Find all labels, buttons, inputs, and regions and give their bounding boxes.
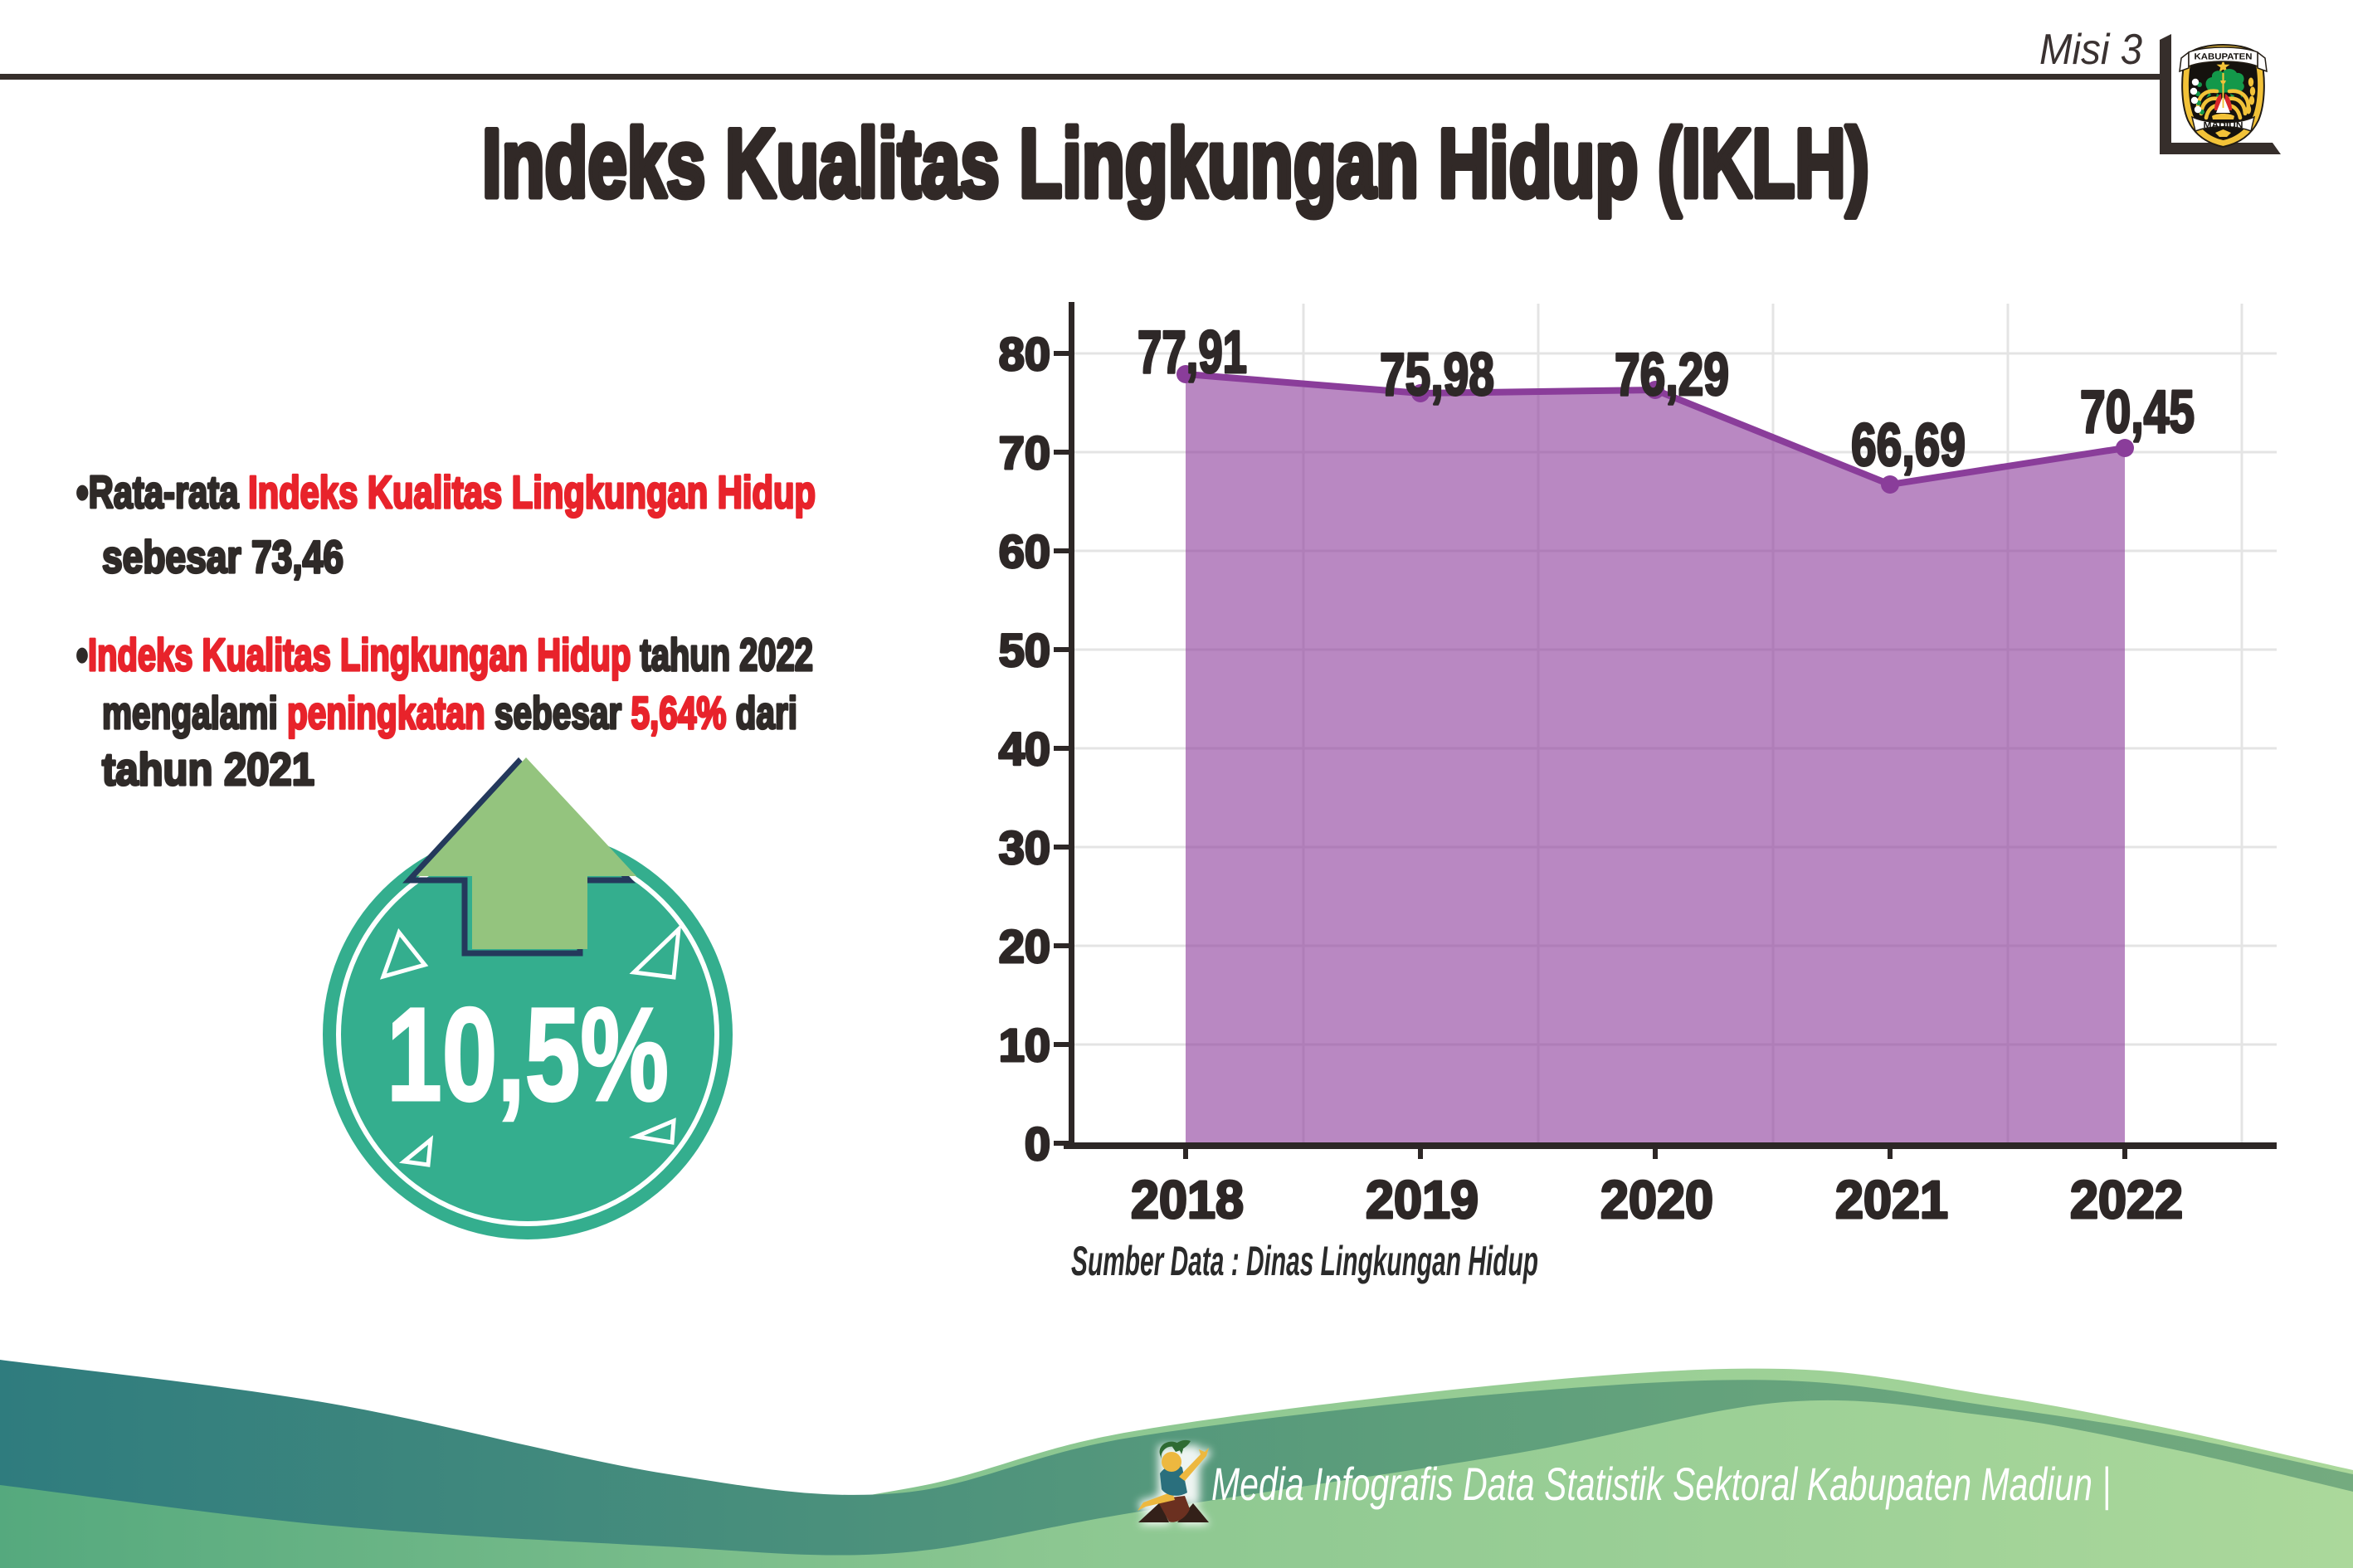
svg-text:2019: 2019 bbox=[1366, 1170, 1479, 1230]
svg-text:70: 70 bbox=[999, 426, 1050, 479]
svg-text:60: 60 bbox=[999, 525, 1050, 577]
svg-text:•Rata-rata Indeks Kualitas Lin: •Rata-rata Indeks Kualitas Lingkungan Hi… bbox=[76, 466, 816, 518]
svg-text:Sumber Data : Dinas Lingkungan: Sumber Data : Dinas Lingkungan Hidup bbox=[1071, 1238, 1538, 1284]
svg-text:mengalami peningkatan sebesar: mengalami peningkatan sebesar 5,64% dari bbox=[102, 687, 797, 738]
svg-text:40: 40 bbox=[999, 723, 1050, 775]
svg-text:•Indeks Kualitas Lingkungan Hi: •Indeks Kualitas Lingkungan Hidup tahun … bbox=[76, 629, 813, 680]
svg-text:77,91: 77,91 bbox=[1138, 319, 1247, 386]
svg-text:0: 0 bbox=[1025, 1118, 1050, 1170]
svg-text:80: 80 bbox=[999, 328, 1050, 380]
svg-text:2018: 2018 bbox=[1131, 1170, 1244, 1230]
svg-text:sebesar 73,46: sebesar 73,46 bbox=[102, 531, 343, 582]
svg-text:50: 50 bbox=[999, 624, 1050, 676]
svg-text:70,45: 70,45 bbox=[2080, 379, 2195, 446]
svg-text:KABUPATEN: KABUPATEN bbox=[2195, 52, 2253, 62]
svg-text:10: 10 bbox=[999, 1019, 1050, 1071]
svg-text:MADIUN: MADIUN bbox=[2204, 120, 2243, 130]
svg-text:2020: 2020 bbox=[1600, 1170, 1713, 1230]
svg-text:75,98: 75,98 bbox=[1380, 342, 1494, 408]
svg-text:30: 30 bbox=[999, 821, 1050, 874]
svg-text:tahun 2021: tahun 2021 bbox=[102, 743, 314, 795]
svg-text:Misi 3: Misi 3 bbox=[2039, 26, 2142, 74]
svg-text:Indeks Kualitas Lingkungan Hid: Indeks Kualitas Lingkungan Hidup (IKLH) bbox=[482, 109, 1869, 217]
svg-text:66,69: 66,69 bbox=[1851, 412, 1966, 479]
svg-text:76,29: 76,29 bbox=[1615, 342, 1729, 408]
svg-text:2021: 2021 bbox=[1835, 1170, 1948, 1230]
svg-text:2022: 2022 bbox=[2070, 1170, 2183, 1230]
svg-text:10,5%: 10,5% bbox=[387, 980, 669, 1128]
svg-text:Media Infografis Data Statisti: Media Infografis Data Statistik Sektoral… bbox=[1211, 1458, 2111, 1511]
svg-text:20: 20 bbox=[999, 920, 1050, 972]
